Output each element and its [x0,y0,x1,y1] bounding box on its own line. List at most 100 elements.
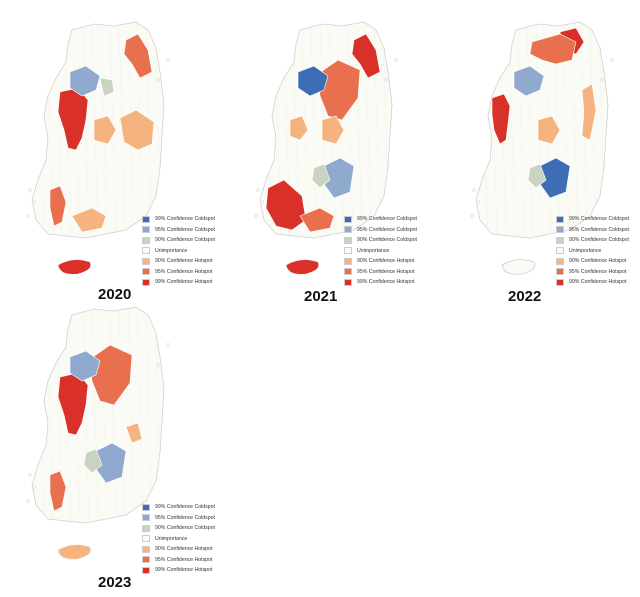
legend-swatch [142,566,150,574]
legend-label: 90% Confidence Coldspot [357,237,417,243]
legend-label: Unimportance [569,247,602,254]
island [26,499,30,503]
korea-map [254,21,398,275]
region-c95-capital [69,65,101,97]
legend-item-c90: 90% Confidence Coldspot [142,523,215,533]
korea-map [470,21,614,275]
legend-item-c95: 95% Confidence Coldspot [556,225,629,235]
island [260,200,264,204]
legend-label: 95% Confidence Coldspot [357,226,417,233]
island [470,214,474,218]
legend-swatch [556,257,564,265]
legend-swatch [142,236,150,244]
legend-label: Unimportance [155,247,188,254]
district-boundary [526,23,534,237]
island [610,58,614,62]
island [476,200,480,204]
legend-label: 99% Confidence Coldspot [569,216,629,222]
legend-item-h95: 95% Confidence Hotspot [142,555,215,565]
legend-label: 90% Confidence Hotspot [155,258,213,264]
legend-2023: 99% Confidence Coldspot 95% Confidence Co… [142,502,215,576]
legend-label: 95% Confidence Coldspot [155,226,215,233]
legend-label: 90% Confidence Hotspot [357,258,415,264]
region-h99-jeju [285,259,320,275]
legend-item-c99: 99% Confidence Coldspot [142,214,215,224]
legend-item-c99: 99% Confidence Coldspot [344,214,417,224]
region-h90-east_small [125,422,143,444]
region-h90-center_east [119,109,155,151]
legend-item-h95: 95% Confidence Hotspot [344,267,417,277]
legend-swatch [142,268,150,275]
region-h90-south_coast [71,207,107,233]
region-h99-jeju [57,259,92,275]
legend-item-h90: 90% Confidence Hotspot [142,544,215,554]
island [166,58,170,62]
legend-label: 95% Confidence Hotspot [569,268,627,275]
legend-label: 99% Confidence Hotspot [569,279,627,285]
korea-map [26,306,170,560]
legend-item-c99: 99% Confidence Coldspot [556,214,629,224]
legend-swatch [344,278,352,286]
legend-swatch [556,268,564,275]
legend-label: 95% Confidence Coldspot [569,226,629,233]
region-h95-sw_island [49,185,67,227]
region-c95-capital [513,65,545,97]
legend-item-none: Unimportance [142,534,215,544]
district-boundary [127,308,135,522]
year-label: 2020 [98,286,132,303]
legend-swatch [344,226,352,233]
region-h95-northeast [123,33,153,79]
region-c90-center_small [527,163,547,189]
map-panel-2023 [8,305,218,595]
region-c90-center_small [83,448,103,474]
region-h95-center_north [317,59,361,121]
legend-item-c99: 99% Confidence Coldspot [142,502,215,512]
region-h95-south_coast [299,207,335,233]
region-h95-sw_island [49,470,67,512]
island [28,473,32,477]
district-boundary [82,23,90,237]
legend-swatch [556,278,564,286]
map-panel-2022 [452,20,640,310]
district-boundary [136,308,144,522]
district-boundary [91,308,99,522]
legend-swatch [142,545,150,553]
legend-label: 99% Confidence Coldspot [357,216,417,222]
legend-label: 95% Confidence Hotspot [155,268,213,275]
legend-item-c90: 90% Confidence Coldspot [344,235,417,245]
legend-item-h90: 90% Confidence Hotspot [344,256,417,266]
region-c90-capital_edge [99,77,115,97]
region-h90-center [537,115,561,145]
district-boundary [118,308,126,522]
legend-swatch [556,215,564,223]
legend-item-c95: 95% Confidence Coldspot [142,513,215,523]
legend-swatch [142,524,150,532]
legend-label: 90% Confidence Hotspot [569,258,627,264]
island [384,78,388,82]
legend-label: 95% Confidence Coldspot [155,514,215,521]
legend-label: 90% Confidence Coldspot [569,237,629,243]
legend-swatch [142,514,150,521]
legend-swatch [344,215,352,223]
legend-label: 90% Confidence Hotspot [155,546,213,552]
map-panel-2021 [236,20,446,310]
legend-swatch [142,535,150,542]
legend-swatch [344,247,352,254]
legend-label: 99% Confidence Coldspot [155,504,215,510]
district-boundary [82,308,90,522]
island [166,343,170,347]
jeju-island [501,259,536,275]
legend-swatch [344,257,352,265]
island [28,188,32,192]
legend-item-h99: 99% Confidence Hotspot [142,277,215,287]
district-boundary [100,308,108,522]
legend-swatch [344,268,352,275]
year-label: 2023 [98,574,132,591]
island [254,214,258,218]
legend-label: 95% Confidence Hotspot [357,268,415,275]
legend-item-none: Unimportance [556,246,629,256]
year-label: 2022 [508,288,542,305]
island [600,78,604,82]
legend-item-h99: 99% Confidence Hotspot [556,277,629,287]
region-h95-center_north [89,344,133,406]
